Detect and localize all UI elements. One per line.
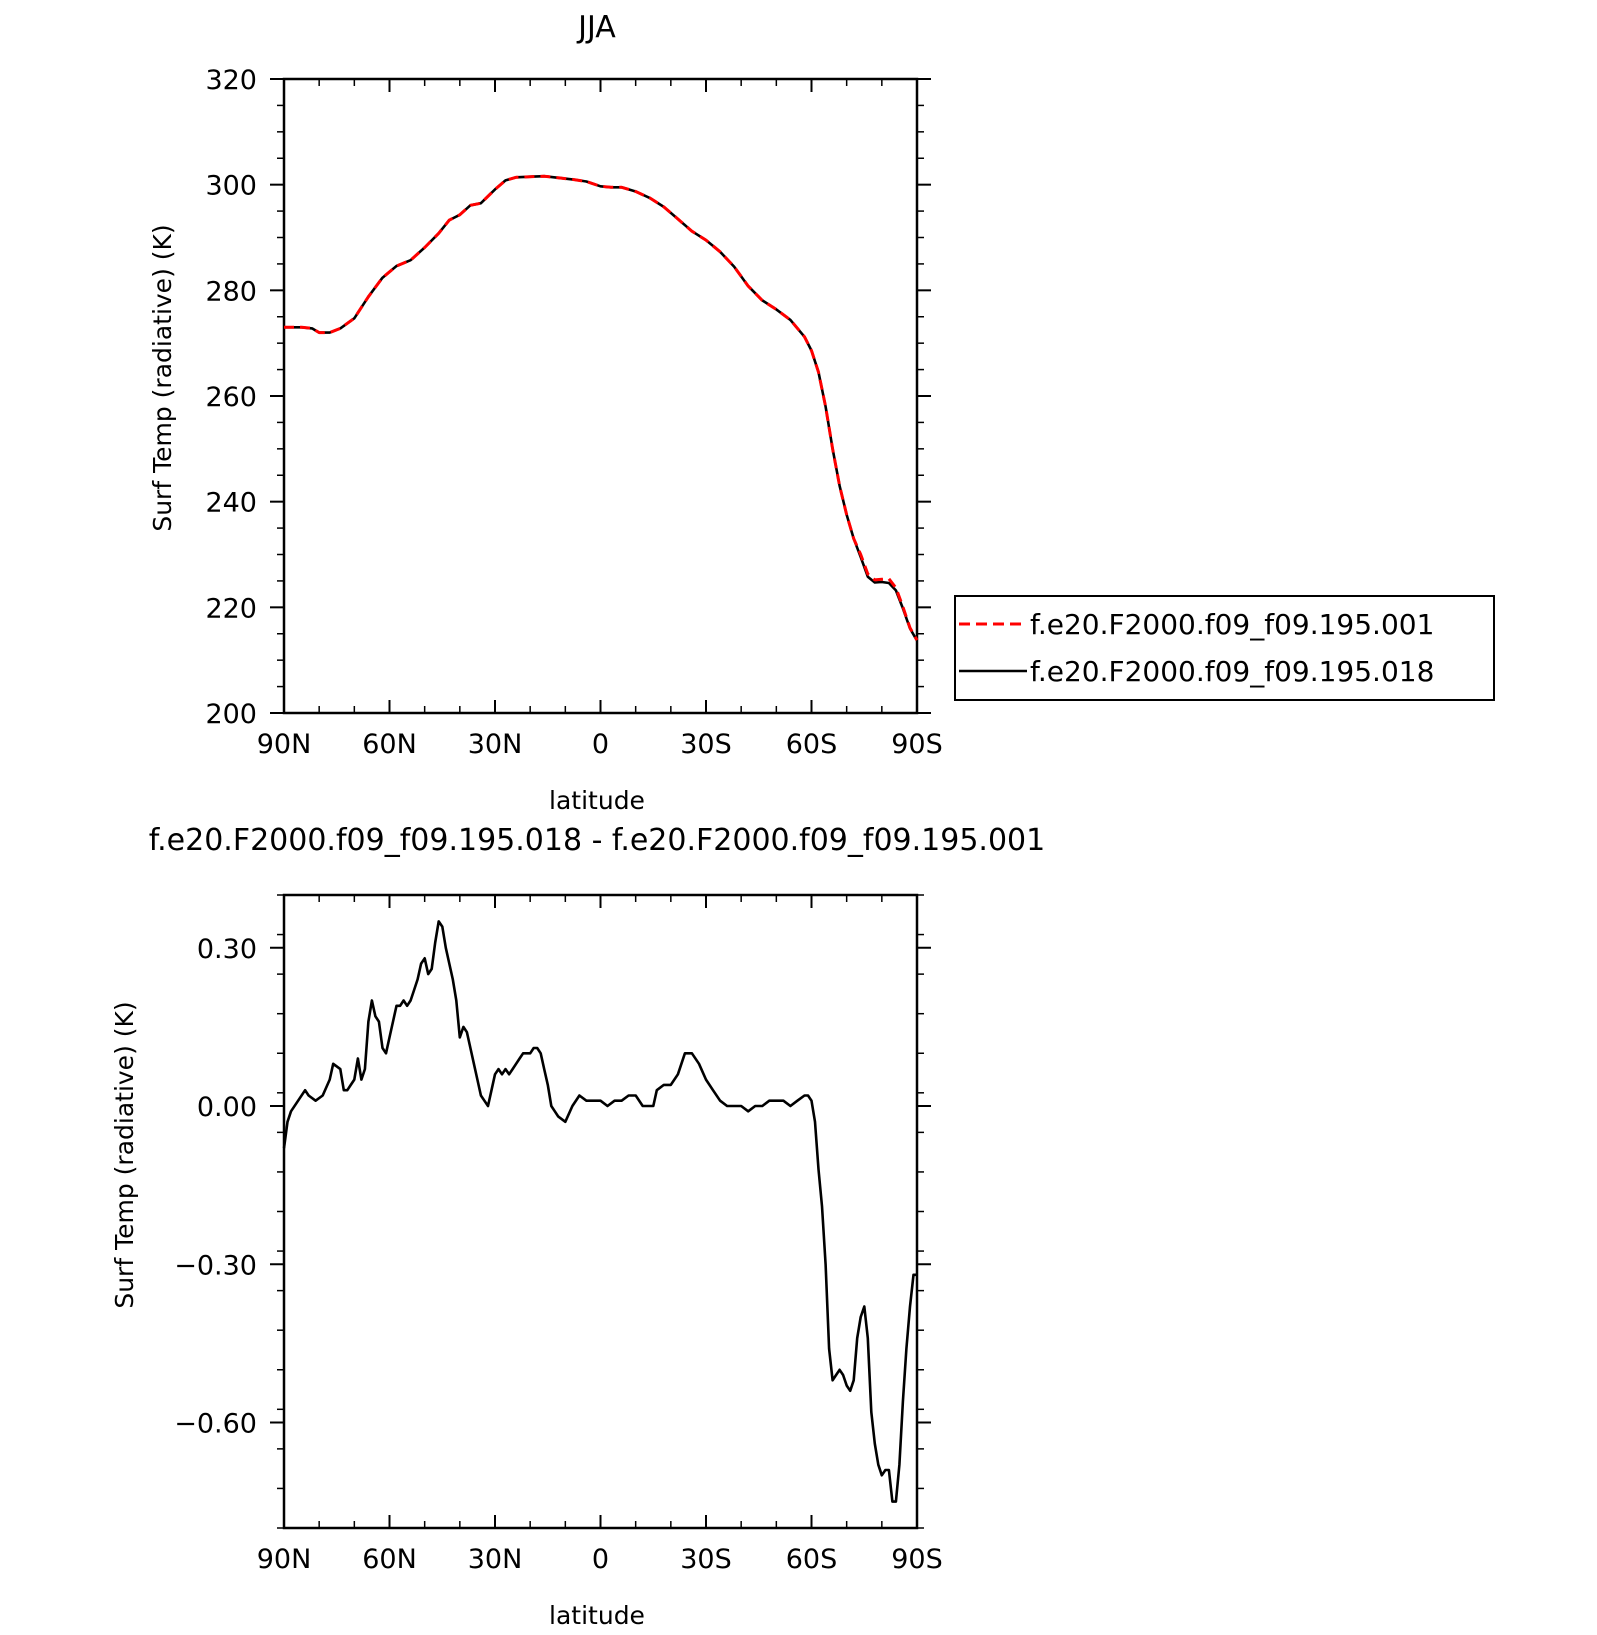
y-tick-label: 0.30	[197, 934, 257, 965]
y-tick-label: −0.60	[174, 1409, 257, 1440]
x-tick-label: 0	[592, 729, 609, 760]
x-tick-label: 90N	[257, 729, 312, 760]
x-axis-label-bottom: latitude	[549, 1601, 645, 1630]
difference-title: f.e20.F2000.f09_f09.195.018 - f.e20.F200…	[149, 823, 1045, 858]
y-tick-label: 200	[205, 699, 257, 730]
x-tick-label: 60N	[362, 1544, 417, 1575]
series-line-1	[282, 920, 917, 1503]
x-tick-label: 60S	[786, 729, 838, 760]
y-tick-label: 300	[205, 171, 257, 202]
legend: f.e20.F2000.f09_f09.195.001 f.e20.F2000.…	[954, 595, 1495, 701]
y-tick-label: 280	[205, 276, 257, 307]
x-tick-label: 30S	[680, 1544, 732, 1575]
y-tick-label: 220	[205, 593, 257, 624]
y-tick-label: −0.30	[174, 1250, 257, 1281]
x-tick-label: 0	[592, 1544, 609, 1575]
top-panel: JJA Surf Temp (radiative) (K) latitude 9…	[148, 10, 943, 815]
series-line-2	[284, 174, 919, 642]
y-axis-label: Surf Temp (radiative) (K)	[148, 224, 177, 531]
y-tick-label: 320	[205, 65, 257, 96]
x-tick-label: 90S	[891, 1544, 943, 1575]
x-tick-label: 30N	[468, 729, 523, 760]
y-tick-label: 0.00	[197, 1092, 257, 1123]
legend-box	[954, 595, 1495, 701]
chart-title: JJA	[576, 10, 616, 45]
x-tick-label: 90S	[891, 729, 943, 760]
x-tick-label: 30S	[680, 729, 732, 760]
x-tick-label: 60S	[786, 1544, 838, 1575]
legend-label-series-2: f.e20.F2000.f09_f09.195.018	[1030, 655, 1434, 688]
legend-label-series-1: f.e20.F2000.f09_f09.195.001	[1030, 608, 1434, 641]
x-tick-label: 30N	[468, 1544, 523, 1575]
x-axis-label: latitude	[549, 786, 645, 815]
x-tick-label: 60N	[362, 729, 417, 760]
y-tick-label: 260	[205, 382, 257, 413]
series-line-1	[284, 174, 919, 641]
y-axis-label-bottom: Surf Temp (radiative) (K)	[110, 1001, 139, 1308]
bottom-panel: f.e20.F2000.f09_f09.195.018 - f.e20.F200…	[110, 823, 1045, 1630]
y-tick-label: 240	[205, 488, 257, 519]
x-tick-label: 90N	[257, 1544, 312, 1575]
